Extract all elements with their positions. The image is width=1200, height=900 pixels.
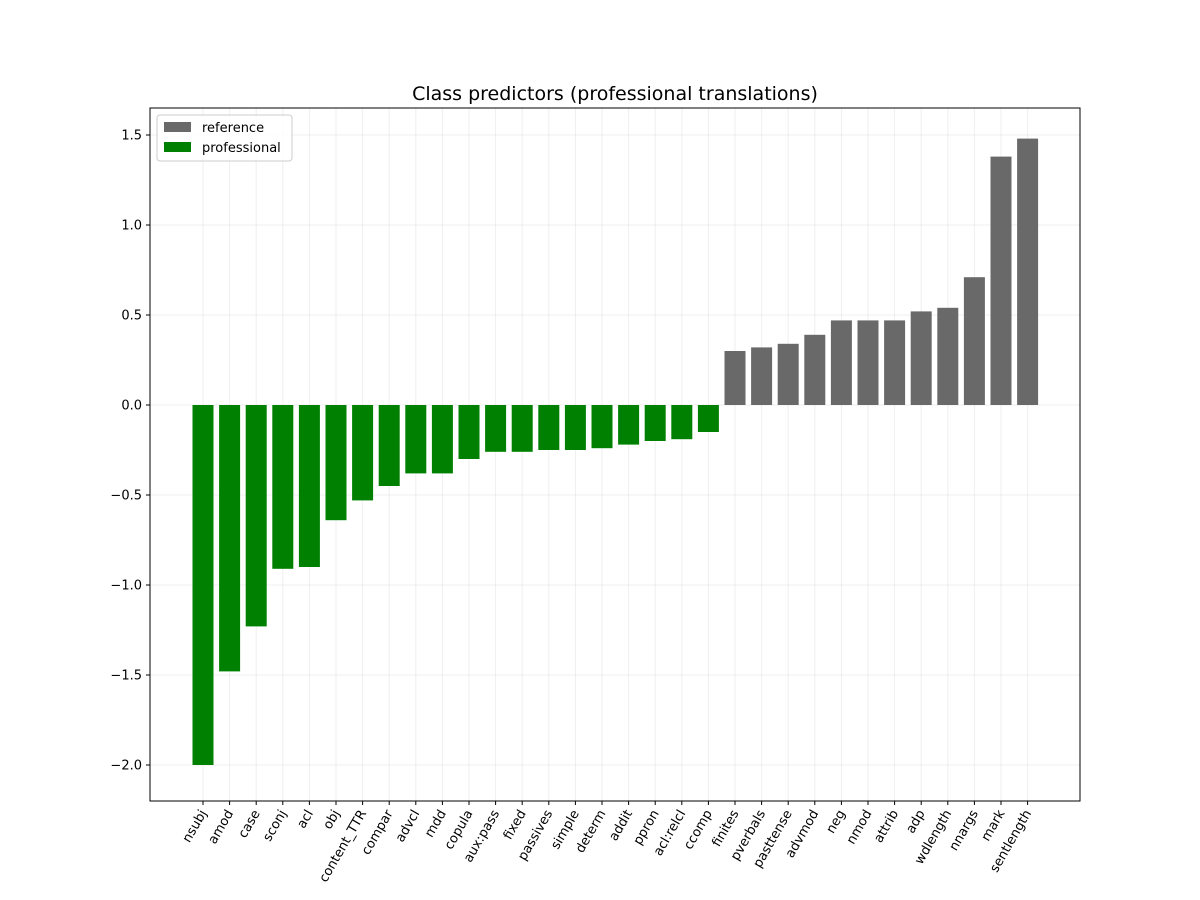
y-tick-label: 0.5 <box>121 309 142 324</box>
bar-amod <box>219 405 241 672</box>
y-tick-label: 1.0 <box>121 219 142 234</box>
bars <box>192 138 1039 765</box>
bar-copula <box>458 405 480 459</box>
bar-simple <box>564 405 586 450</box>
y-tick-label: 1.5 <box>121 129 142 144</box>
bar-compar <box>378 405 400 486</box>
bar-passives <box>538 405 560 450</box>
bar-ccomp <box>697 405 719 432</box>
legend-label-reference: reference <box>202 121 264 136</box>
bar-pverbals <box>751 347 773 405</box>
bar-addit <box>618 405 640 445</box>
y-tick-label: −1.0 <box>110 579 142 594</box>
bar-pasttense <box>777 343 799 405</box>
legend: reference professional <box>156 114 293 162</box>
legend-swatch-professional <box>164 142 191 152</box>
y-axis: −2.0 −1.5 −1.0 −0.5 0.0 0.5 1.0 1.5 <box>110 129 150 774</box>
bar-content-ttr <box>352 405 374 501</box>
bar-nmod <box>857 320 879 405</box>
bar-sentlength <box>1017 138 1039 405</box>
bar-mdd <box>431 405 453 474</box>
legend-label-professional: professional <box>202 141 281 156</box>
bar-attrib <box>884 320 906 405</box>
y-tick-label: −2.0 <box>110 759 142 774</box>
y-tick-label: −1.5 <box>110 669 142 684</box>
bar-finites <box>724 351 746 405</box>
plot-area-frame <box>149 107 1081 802</box>
bar-adp <box>910 311 932 405</box>
y-tick-label: −0.5 <box>110 489 142 504</box>
bar-nnargs <box>963 277 985 405</box>
bar-wdlength <box>937 307 959 405</box>
bar-ppron <box>644 405 666 441</box>
bar-mark <box>990 156 1012 405</box>
bar-neg <box>830 320 852 405</box>
chart-title: Class predictors (professional translati… <box>412 83 818 105</box>
bar-determ <box>591 405 613 449</box>
bar-aux-pass <box>485 405 507 452</box>
bar-advmod <box>804 334 826 405</box>
bar-advcl <box>405 405 427 474</box>
legend-swatch-reference <box>164 122 191 132</box>
bar-fixed <box>511 405 533 452</box>
bar-nsubj <box>192 405 214 765</box>
bar-case <box>245 405 267 627</box>
bar-acl <box>298 405 320 567</box>
bar-obj <box>325 405 347 521</box>
y-tick-label: 0.0 <box>121 399 142 414</box>
bar-sconj <box>272 405 294 569</box>
bar-acl-relcl <box>671 405 693 440</box>
